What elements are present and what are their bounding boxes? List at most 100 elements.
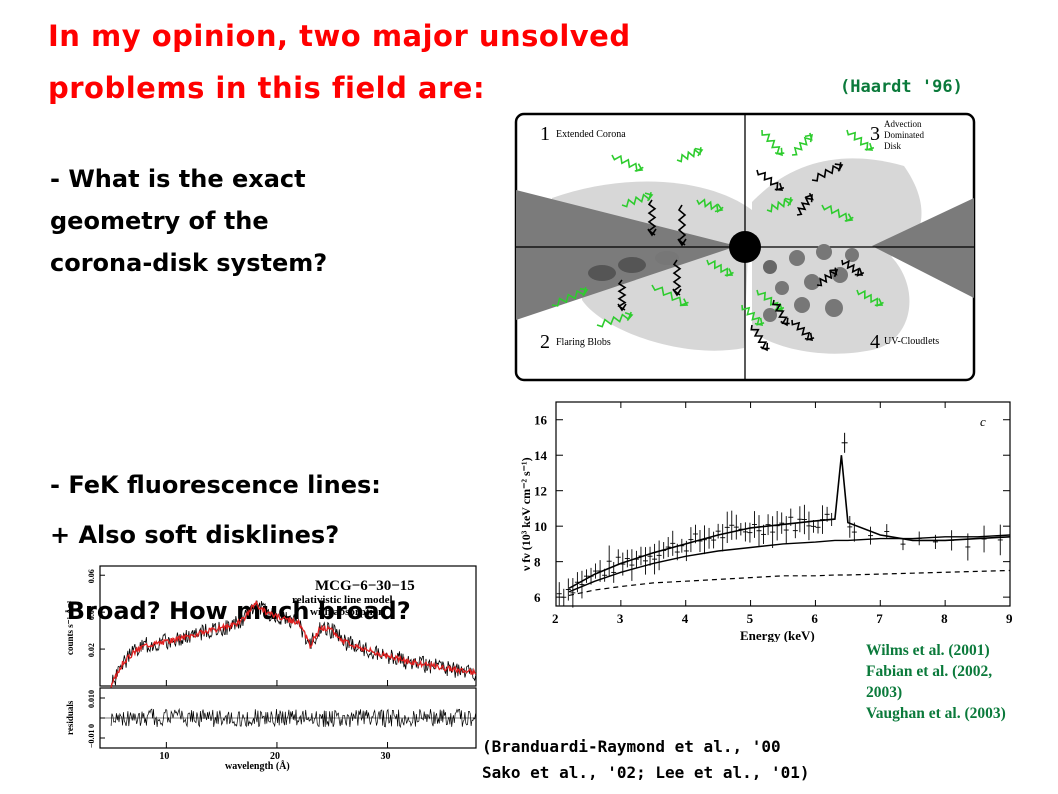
photon-squiggle: [677, 204, 687, 246]
soft-y-tick-label: 0: [87, 690, 96, 694]
photon-squiggle: [841, 259, 865, 277]
right-disk-wedge: [872, 198, 974, 298]
photon-squiggle: [856, 289, 884, 308]
photon-squiggle: [791, 319, 815, 341]
photon-squiggle: [741, 304, 765, 326]
uv-cloudlet: [789, 250, 805, 266]
soft-top-frame: [99, 565, 477, 687]
citation-fabian-2: 2003): [866, 684, 903, 701]
fek-x-tick-label: 8: [941, 611, 948, 626]
geometry-question: - What is the exact geometry of the coro…: [50, 158, 327, 284]
uv-cloudlet: [845, 248, 859, 262]
soft-y-tick-label: 0.04: [87, 606, 96, 620]
photon-arrowhead: [774, 147, 783, 157]
soft-data-trace: [111, 600, 476, 687]
panel-3-number: 3: [870, 123, 880, 145]
photon-arrowhead: [834, 163, 844, 172]
photon-squiggle: [821, 204, 854, 223]
haardt-citation: (Haardt '96): [840, 77, 963, 97]
title-line-2: problems in this field are:: [48, 71, 486, 105]
fek-y-axis-label: ν fν (10³ keV cm⁻² s⁻¹): [519, 457, 533, 572]
panel-2-number: 2: [540, 331, 550, 353]
photon-squiggle: [750, 324, 770, 350]
photon-squiggle: [696, 198, 724, 214]
photon-squiggle: [756, 169, 785, 191]
citation-wilms: Wilms et al. (2001): [866, 642, 990, 659]
photon-squiggle: [761, 129, 785, 155]
panel-1-number: 1: [540, 123, 550, 145]
photon-arrowhead: [854, 267, 864, 276]
photon-squiggle: [756, 289, 785, 311]
panel-1-label: Extended Corona: [556, 129, 626, 140]
geometry-line-1: - What is the exact: [50, 165, 306, 193]
fek-x-tick-label: 9: [1006, 611, 1013, 626]
soft-x-tick-label: 30: [381, 751, 391, 762]
uv-cloudlet: [775, 281, 789, 295]
soft-y-axis-label: counts s⁻¹ Å⁻¹: [65, 600, 75, 655]
photon-squiggle: [596, 311, 632, 328]
photon-arrowhead: [617, 303, 627, 312]
photon-squiggle: [706, 259, 734, 278]
fek-model-line: [568, 569, 1011, 596]
fek-x-tick-label: 6: [811, 611, 818, 626]
citation-sako-lee: Sako et al., '02; Lee et al., '01): [482, 763, 810, 782]
slide-title: In my opinion, two major unsolved proble…: [48, 10, 631, 114]
panel-4-number: 4: [870, 331, 880, 353]
photon-squiggle: [676, 147, 702, 163]
soft-citations: (Branduardi-Raymond et al., '00 Sako et …: [482, 734, 810, 786]
soft-y-tick-label: 0.06: [87, 569, 96, 583]
fek-y-tick-label: 10: [534, 519, 547, 534]
photon-squiggle: [551, 286, 587, 307]
advection-region: [752, 158, 922, 260]
photon-arrowhead: [694, 147, 704, 157]
fek-x-tick-label: 7: [876, 611, 883, 626]
photon-squiggle: [846, 129, 875, 151]
fek-x-tick-label: 4: [682, 611, 689, 626]
fek-citations: Wilms et al. (2001) Fabian et al. (2002,…: [866, 640, 1006, 724]
photon-arrowhead: [829, 269, 839, 278]
fek-plot-area: 2 3 4 5 6 7 8 9 6 8 10 12 14 16: [534, 401, 1013, 626]
fek-y-tick-label: 16: [534, 413, 548, 428]
photon-arrowhead: [780, 317, 789, 327]
photon-squiggle: [811, 162, 842, 182]
photon-squiggle: [816, 267, 838, 287]
photon-arrowhead: [724, 268, 734, 277]
photon-arrowhead: [774, 182, 784, 191]
photon-arrowhead: [804, 133, 814, 143]
panel-4-label: UV-Cloudlets: [884, 336, 939, 347]
soft-y-tick-label: 0.02: [87, 643, 96, 657]
photon-arrows: [551, 129, 884, 352]
photon-squiggle: [611, 154, 644, 173]
soft-plot-source-label: MCG−6−30−15: [315, 578, 415, 594]
photon-squiggle: [791, 132, 813, 156]
soft-x-axis-label: wavelength (Å): [225, 760, 290, 772]
citation-vaughan: Vaughan et al. (2003): [866, 705, 1006, 722]
panel-3-label-3: Disk: [884, 141, 902, 151]
uv-cloudlet: [825, 299, 843, 317]
fek-axes-frame: [555, 401, 1011, 607]
fek-x-tick-label: 5: [747, 611, 754, 626]
photon-arrowhead: [874, 298, 884, 307]
geometry-line-2: geometry of the: [50, 207, 269, 235]
photon-arrowhead: [804, 332, 814, 342]
panel-3-label-2: Dominated: [884, 130, 924, 140]
flaring-blob: [618, 257, 646, 273]
soft-plot-model-label: relativistic line model: [292, 594, 393, 606]
photon-arrowhead: [579, 287, 589, 297]
fek-x-tick-label: 3: [617, 611, 624, 626]
fek-line-1: - FeK fluorescence lines:: [50, 471, 381, 499]
citation-branduardi: (Branduardi-Raymond et al., '00: [482, 737, 781, 756]
soft-x-tick-label: 10: [159, 751, 169, 762]
photon-squiggle: [647, 199, 657, 236]
uv-cloudlet: [816, 244, 832, 260]
photon-squiggle: [766, 197, 792, 213]
soft-x-tick-label: 20: [270, 751, 280, 762]
photon-arrowhead: [844, 213, 854, 222]
fek-x-axis-label: Energy (keV): [740, 628, 815, 642]
soft-disklines-question: + Also soft disklines?: [50, 521, 340, 549]
photon-squiggle: [796, 192, 814, 216]
soft-residual-tick-label: 0: [87, 724, 96, 728]
soft-model-trace: [110, 600, 477, 688]
